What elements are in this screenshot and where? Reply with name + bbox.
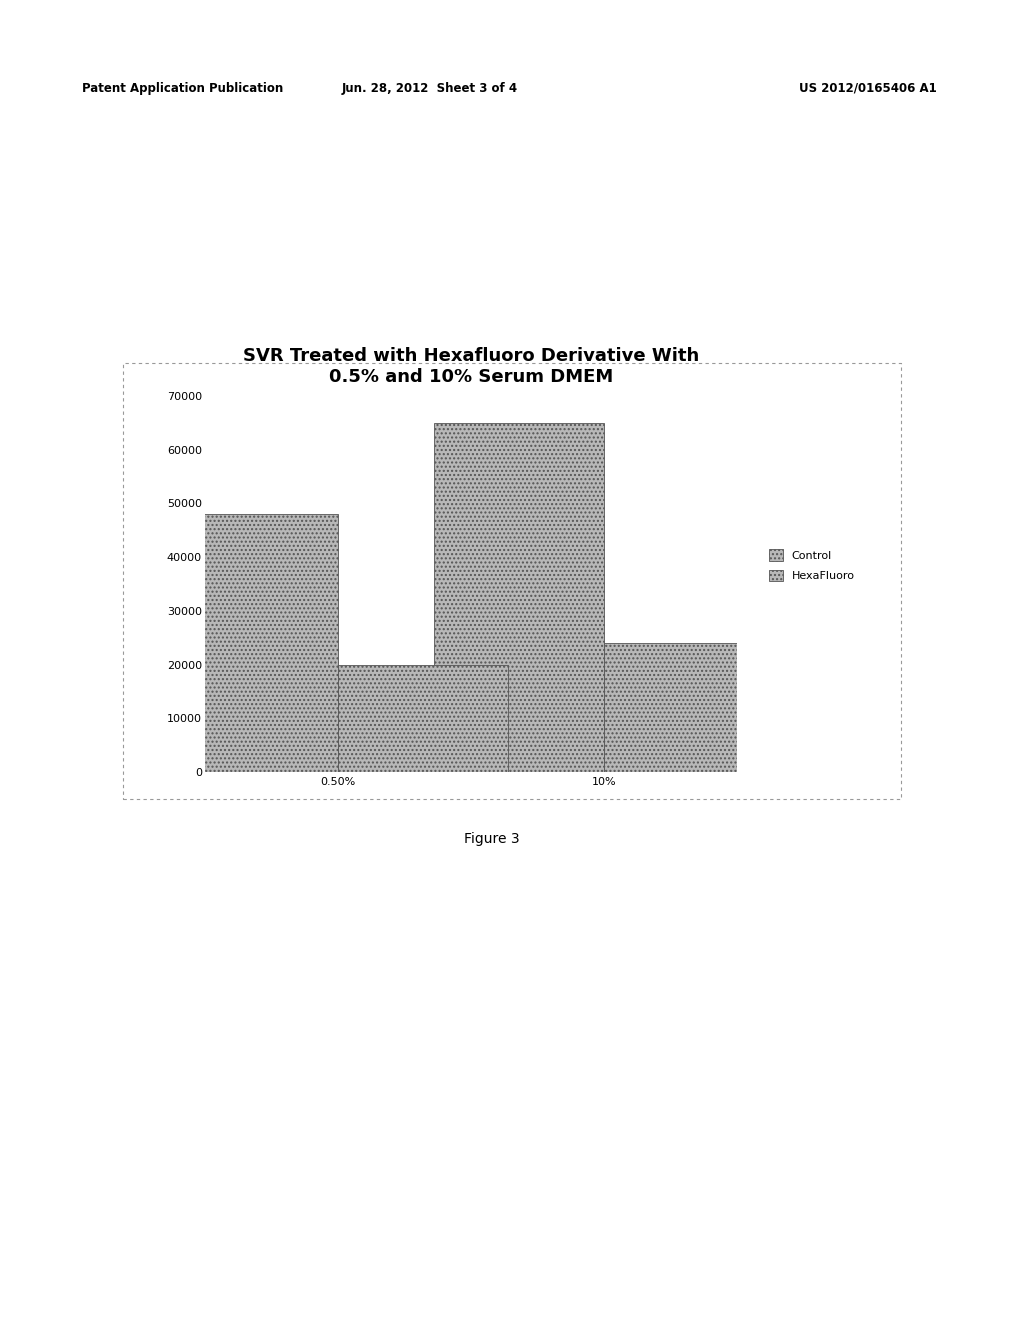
Text: Patent Application Publication: Patent Application Publication [82,82,284,95]
Legend: Control, HexaFluoro: Control, HexaFluoro [769,549,855,581]
Text: US 2012/0165406 A1: US 2012/0165406 A1 [799,82,937,95]
Bar [604,643,774,772]
Bar [168,515,338,772]
Text: Figure 3: Figure 3 [464,832,519,846]
Bar [338,665,508,772]
Bar [434,422,604,772]
Text: Jun. 28, 2012  Sheet 3 of 4: Jun. 28, 2012 Sheet 3 of 4 [342,82,518,95]
Title: SVR Treated with Hexafluoro Derivative With
0.5% and 10% Serum DMEM: SVR Treated with Hexafluoro Derivative W… [243,347,699,387]
